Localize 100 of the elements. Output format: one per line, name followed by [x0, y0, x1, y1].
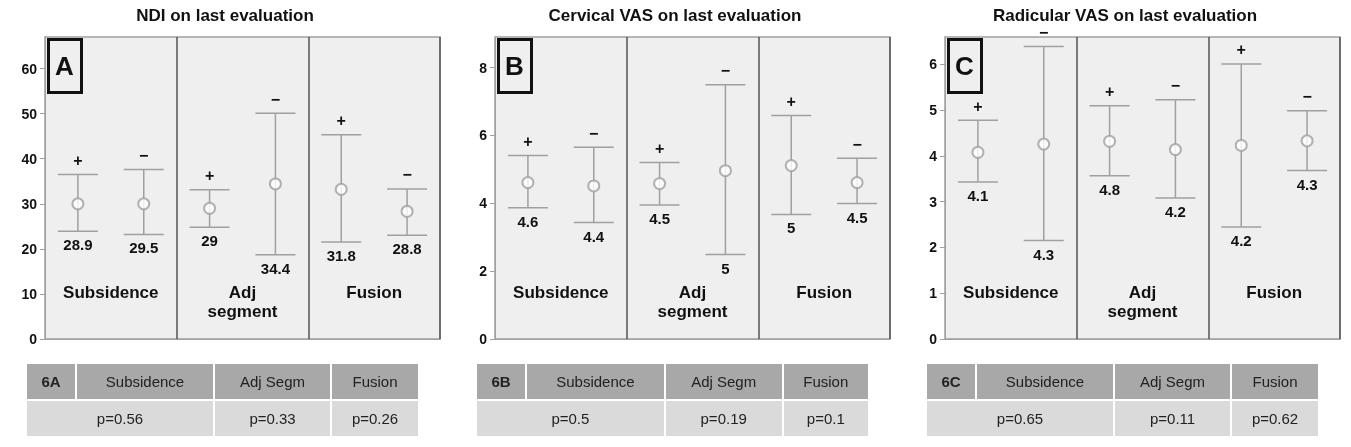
text: Subsidence — [526, 363, 665, 400]
point — [1037, 137, 1051, 151]
y-tick-label: 50 — [21, 105, 38, 122]
chart-title: Radicular VAS on last evaluation — [992, 6, 1258, 25]
annotation: − — [1170, 77, 1181, 95]
point — [521, 176, 535, 190]
text: p=0.62 — [1231, 400, 1319, 437]
annotation: 28.8 — [392, 240, 422, 258]
y-tick-label: 40 — [21, 150, 38, 167]
text: p=0.33 — [213, 400, 332, 437]
y-tick-label: 2 — [479, 263, 488, 280]
point — [653, 177, 667, 191]
annotation: − — [139, 147, 149, 165]
annotation: Adj segment — [206, 283, 279, 321]
point — [718, 164, 732, 178]
text: p=0.65 — [926, 400, 1114, 437]
annotation: − — [1039, 24, 1049, 42]
chart-title: Cervical VAS on last evaluation — [548, 6, 802, 25]
point — [1103, 134, 1117, 148]
annotation: Fusion — [345, 283, 403, 302]
annotation: + — [523, 132, 533, 150]
annotation: − — [852, 135, 862, 153]
point — [1300, 134, 1314, 148]
annotation: − — [589, 124, 599, 142]
text: Fusion — [331, 363, 419, 400]
y-tick-label: 2 — [929, 239, 938, 256]
annotation: + — [336, 112, 346, 130]
point — [334, 182, 348, 196]
text: p=0.5 — [476, 400, 665, 437]
annotation: A — [47, 38, 83, 94]
y-tick-label: 3 — [929, 193, 938, 210]
annotation: 4.2 — [1230, 231, 1252, 249]
y-tick-label: 0 — [29, 331, 38, 347]
point — [971, 145, 985, 159]
annotation: 4.5 — [649, 209, 671, 227]
point — [1234, 138, 1248, 152]
text: p=0.11 — [1113, 400, 1232, 437]
text: Adj Segm — [1113, 363, 1232, 400]
y-tick-label: 1 — [929, 285, 938, 302]
y-tick-label: 60 — [21, 60, 38, 77]
annotation: Fusion — [795, 283, 853, 302]
annotation: 28.9 — [63, 236, 93, 254]
annotation: B — [497, 38, 533, 94]
annotation: 4.3 — [1033, 245, 1055, 263]
annotation: + — [973, 97, 983, 115]
text: p=0.56 — [26, 400, 214, 437]
point — [1168, 143, 1182, 157]
annotation: 31.8 — [326, 247, 356, 265]
point — [400, 204, 414, 218]
point — [203, 201, 217, 215]
annotation: 29 — [201, 232, 218, 250]
text: 6B — [476, 363, 526, 400]
text: Adj Segm — [213, 363, 332, 400]
text: Adj Segm — [664, 363, 783, 400]
text: Subsidence — [976, 363, 1114, 400]
annotation: − — [1302, 88, 1312, 106]
annotation: C — [947, 38, 983, 94]
y-tick-label: 10 — [21, 285, 38, 302]
text: p=0.1 — [782, 400, 869, 437]
point — [71, 197, 85, 211]
annotation: 4.4 — [583, 227, 605, 245]
point — [784, 159, 798, 173]
y-tick-label: 30 — [21, 195, 38, 212]
chart-title: NDI on last evaluation — [136, 6, 314, 25]
text: p=0.26 — [331, 400, 419, 437]
y-tick-label: 6 — [479, 127, 488, 144]
annotation: Adj segment — [1106, 283, 1179, 321]
point — [137, 197, 151, 211]
annotation: 4.2 — [1164, 203, 1186, 221]
annotation: + — [786, 92, 796, 110]
annotation: + — [1104, 83, 1115, 101]
annotation: Adj segment — [656, 283, 729, 321]
y-tick-label: 4 — [479, 195, 488, 212]
y-tick-label: 20 — [21, 240, 38, 257]
y-tick-label: 5 — [929, 102, 938, 119]
annotation: − — [402, 166, 412, 184]
annotation: 4.1 — [967, 187, 989, 205]
annotation: + — [654, 140, 665, 158]
point — [268, 177, 282, 191]
annotation: Fusion — [1245, 283, 1303, 302]
annotation: 34.4 — [260, 259, 291, 277]
y-tick-label: 6 — [929, 56, 938, 73]
annotation: − — [270, 90, 281, 108]
text: Fusion — [782, 363, 869, 400]
annotation: Subsidence — [962, 283, 1059, 302]
text: p=0.19 — [664, 400, 783, 437]
y-tick-label: 4 — [929, 147, 938, 164]
annotation: + — [73, 151, 83, 169]
annotation: + — [204, 167, 215, 185]
point — [850, 176, 864, 190]
annotation: 4.5 — [846, 208, 868, 226]
y-tick-label: 8 — [479, 59, 488, 76]
y-tick-label: 0 — [479, 331, 488, 347]
annotation: + — [1236, 41, 1246, 59]
annotation: − — [720, 62, 731, 80]
annotation: 5 — [787, 219, 796, 237]
annotation: 29.5 — [129, 239, 159, 257]
annotation: 4.8 — [1099, 180, 1121, 198]
point — [587, 179, 601, 193]
text: Fusion — [1231, 363, 1319, 400]
